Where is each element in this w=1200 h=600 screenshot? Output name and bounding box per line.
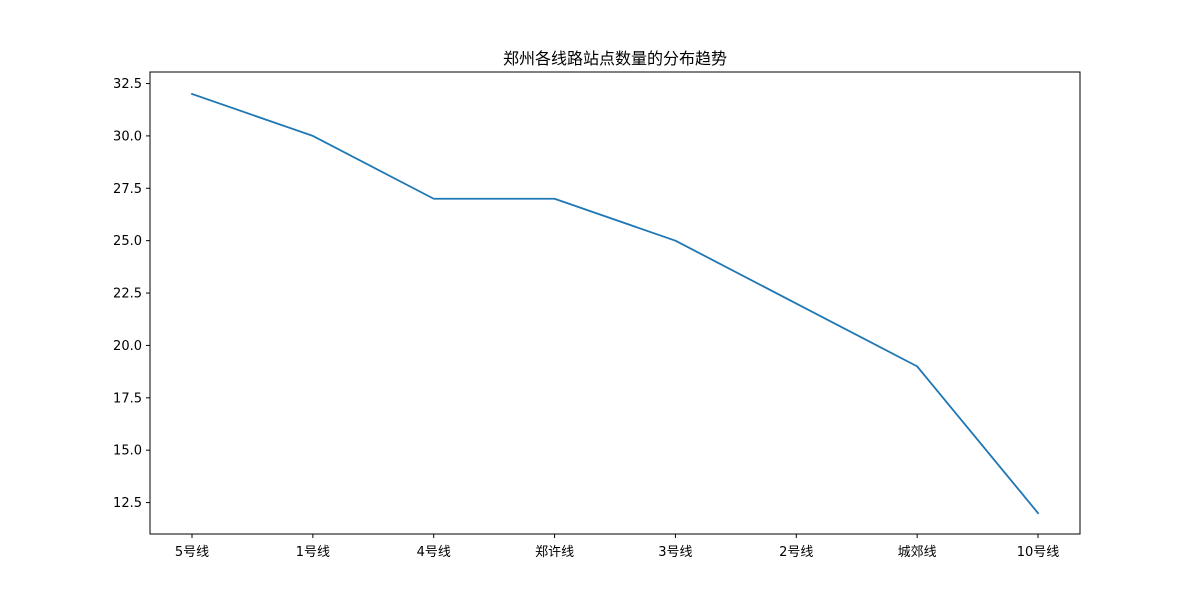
y-tick-label: 15.0 bbox=[113, 444, 142, 459]
y-tick-label: 12.5 bbox=[113, 496, 142, 511]
y-tick-label: 27.5 bbox=[113, 182, 142, 197]
y-tick-label: 32.5 bbox=[113, 77, 142, 92]
x-tick-label: 城郊线 bbox=[898, 544, 937, 560]
series-line bbox=[190, 92, 1040, 515]
chart-title: 郑州各线路站点数量的分布趋势 bbox=[503, 49, 727, 68]
plot-frame bbox=[149, 71, 1081, 535]
y-tick-label: 20.0 bbox=[113, 339, 142, 354]
x-tick-label: 4号线 bbox=[417, 545, 451, 560]
y-tick-label: 22.5 bbox=[113, 287, 142, 302]
x-tick-label: 郑许线 bbox=[535, 545, 574, 560]
y-tick-label: 25.0 bbox=[113, 234, 142, 249]
x-tick-label: 5号线 bbox=[175, 545, 209, 560]
y-tick-label: 30.0 bbox=[113, 129, 142, 144]
x-tick-label: 2号线 bbox=[779, 545, 813, 560]
x-tick-label: 1号线 bbox=[296, 545, 330, 560]
plot-area: 12.5 15.0 17.5 20.0 22.5 25.0 27.5 30.0 32.5 5号线 1… bbox=[113, 71, 1081, 560]
x-tick-label: 10号线 bbox=[1017, 545, 1060, 560]
y-tick-label: 17.5 bbox=[113, 391, 142, 406]
x-tick-label: 3号线 bbox=[658, 545, 692, 560]
